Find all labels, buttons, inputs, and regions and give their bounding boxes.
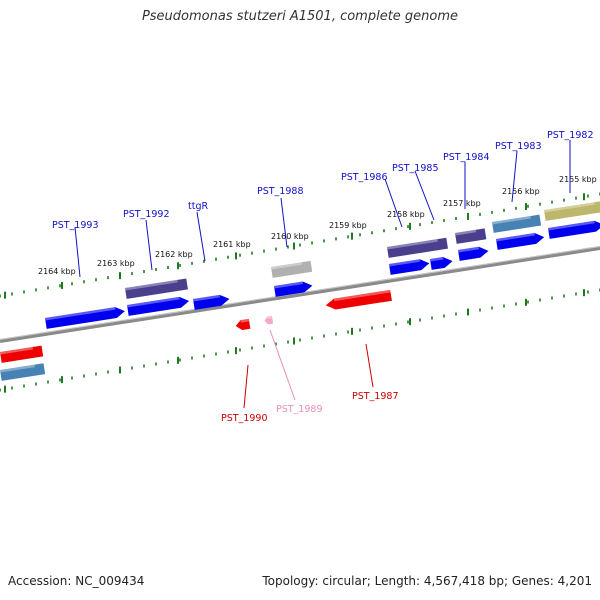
inner-tick-track xyxy=(0,288,600,393)
gene-label: PST_1988 xyxy=(257,186,304,197)
gene-label: PST_1993 xyxy=(52,220,99,231)
gene-arrow xyxy=(45,307,125,329)
scale-label: 2155 kbp xyxy=(559,175,597,184)
gene-label: PST_1990 xyxy=(221,413,268,424)
gene-box xyxy=(492,214,542,233)
outer-tick-track xyxy=(0,192,600,299)
scale-label: 2159 kbp xyxy=(329,221,367,230)
gene-box xyxy=(455,228,487,244)
gene-arrow xyxy=(430,256,453,270)
gene-box xyxy=(544,200,600,221)
gene-arrow xyxy=(496,233,545,250)
scale-label: 2161 kbp xyxy=(213,240,251,249)
gene-label: PST_1987 xyxy=(352,391,399,402)
accession-text: Accession: NC_009434 xyxy=(8,574,145,588)
gene-arrow-pst1990 xyxy=(235,318,251,331)
gene-arrow-pst1989 xyxy=(264,315,274,325)
gene-label: PST_1983 xyxy=(495,141,542,152)
gene-box xyxy=(0,363,46,381)
gene-label: PST_1985 xyxy=(392,163,439,174)
gene-arrow xyxy=(389,259,430,275)
gene-arrow xyxy=(274,281,313,297)
gene-box xyxy=(271,260,313,278)
gene-arrow-ttgr xyxy=(193,294,230,310)
gene-arrow xyxy=(126,296,190,316)
gene-arrow xyxy=(458,246,489,261)
map-title: Pseudomonas stutzeri A1501, complete gen… xyxy=(141,9,459,24)
gene-features xyxy=(0,200,600,381)
scale-labels: 2164 kbp 2163 kbp 2162 kbp 2161 kbp 2160 kbp… xyxy=(38,175,597,276)
gene-label: PST_1989 xyxy=(276,404,323,415)
gene-box xyxy=(0,345,44,363)
scale-label: 2156 kbp xyxy=(502,187,540,196)
gene-label: PST_1992 xyxy=(123,209,170,220)
gene-arrow xyxy=(548,220,600,239)
genome-backbone xyxy=(0,246,600,343)
gene-box xyxy=(124,278,188,299)
gene-label: ttgR xyxy=(188,201,208,212)
gene-arrow-pst1987 xyxy=(325,289,392,310)
gene-label: PST_1982 xyxy=(547,130,594,141)
scale-label: 2160 kbp xyxy=(271,232,309,241)
scale-label: 2162 kbp xyxy=(155,250,193,259)
scale-label: 2163 kbp xyxy=(97,259,135,268)
scale-label: 2157 kbp xyxy=(443,199,481,208)
scale-label: 2164 kbp xyxy=(38,267,76,276)
gene-box xyxy=(387,237,448,258)
gene-label: PST_1984 xyxy=(443,152,490,163)
gene-label: PST_1986 xyxy=(341,172,388,183)
scale-label: 2158 kbp xyxy=(387,210,425,219)
gene-labels: PST_1993 PST_1992 ttgR PST_1988 PST_1986 PST_… xyxy=(52,130,594,424)
genome-summary-text: Topology: circular; Length: 4,567,418 bp… xyxy=(262,574,592,588)
